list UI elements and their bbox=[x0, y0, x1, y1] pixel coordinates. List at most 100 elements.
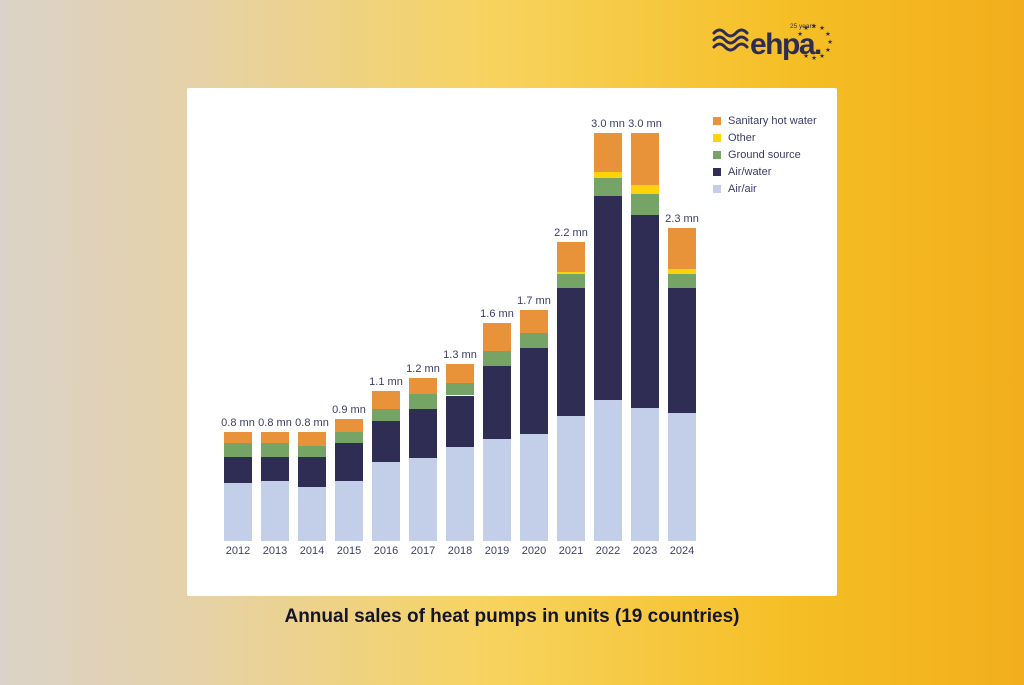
legend-item: Sanitary hot water bbox=[713, 115, 817, 127]
bar-segment-ground-source bbox=[520, 332, 548, 348]
bar-segment-air-air bbox=[668, 413, 696, 541]
x-axis-label: 2023 bbox=[632, 545, 658, 557]
legend-label: Air/air bbox=[728, 183, 757, 195]
bar-segment-air-water bbox=[594, 195, 622, 400]
svg-text:★: ★ bbox=[811, 22, 817, 30]
bar-segment-ground-source bbox=[483, 350, 511, 366]
x-axis-label: 2013 bbox=[262, 545, 288, 557]
bar-segment-ground-source bbox=[224, 443, 252, 457]
x-axis-label: 2022 bbox=[595, 545, 621, 557]
bar-segment-sanitary-hot-water bbox=[483, 323, 511, 351]
bar-segment-sanitary-hot-water bbox=[446, 364, 474, 384]
bar-segment-air-air bbox=[372, 462, 400, 541]
bar-segment-air-air bbox=[409, 458, 437, 541]
bar-segment-sanitary-hot-water bbox=[557, 241, 585, 272]
bar-segment-air-water bbox=[372, 421, 400, 463]
bar-segment-sanitary-hot-water bbox=[224, 432, 252, 444]
x-axis-label: 2024 bbox=[669, 545, 695, 557]
bar-segment-air-water bbox=[335, 443, 363, 482]
bar-segment-sanitary-hot-water bbox=[409, 377, 437, 395]
x-axis-label: 2018 bbox=[447, 545, 473, 557]
x-axis-label: 2015 bbox=[336, 545, 362, 557]
bar-segment-other bbox=[668, 269, 696, 275]
bar-segment-air-water bbox=[224, 456, 252, 483]
bar-segment-air-air bbox=[446, 447, 474, 541]
legend-swatch bbox=[713, 168, 721, 176]
bar-segment-air-water bbox=[261, 456, 289, 482]
bar-total-label: 3.0 mn bbox=[628, 118, 662, 130]
bar-segment-other bbox=[557, 271, 585, 275]
chart-panel: 0.8 mn 2012 0.8 mn 2013 0.8 mn 2014 0.9 mn 2015… bbox=[187, 88, 837, 596]
bar-segment-sanitary-hot-water bbox=[594, 133, 622, 173]
svg-text:★: ★ bbox=[811, 54, 817, 62]
bar-segment-ground-source bbox=[557, 274, 585, 289]
bar-segment-air-air bbox=[224, 482, 252, 541]
bar-total-label: 1.7 mn bbox=[517, 294, 551, 307]
bar-total-label: 3.0 mn bbox=[591, 118, 625, 130]
bar-segment-air-air bbox=[335, 481, 363, 541]
legend-label: Air/water bbox=[728, 166, 772, 178]
ehpa-logo: ehpa. 25 years ★★ ★ ★★★★★★★ bbox=[712, 22, 833, 62]
waves-icon bbox=[712, 28, 749, 52]
bar-total-label: 0.8 mn bbox=[295, 417, 329, 430]
bar-segment-sanitary-hot-water bbox=[298, 432, 326, 446]
bar-segment-air-water bbox=[520, 347, 548, 434]
bar-segment-air-water bbox=[483, 365, 511, 439]
bar-segment-air-air bbox=[631, 407, 659, 541]
bar-segment-ground-source bbox=[372, 409, 400, 422]
stacked-bar-chart: 0.8 mn 2012 0.8 mn 2013 0.8 mn 2014 0.9 mn 2015… bbox=[187, 88, 837, 596]
bar-segment-sanitary-hot-water bbox=[372, 391, 400, 410]
legend-swatch bbox=[713, 151, 721, 159]
bar-segment-ground-source bbox=[298, 445, 326, 457]
chart-caption: Annual sales of heat pumps in units (19 … bbox=[284, 606, 740, 627]
legend-label: Other bbox=[728, 132, 756, 144]
x-axis-label: 2016 bbox=[373, 545, 399, 557]
x-axis-label: 2021 bbox=[558, 545, 584, 557]
anniversary-label: 25 years bbox=[790, 23, 816, 30]
bar-segment-sanitary-hot-water bbox=[668, 228, 696, 269]
legend-item: Air/water bbox=[713, 166, 817, 178]
bar-segment-ground-source bbox=[261, 443, 289, 457]
bar-segment-sanitary-hot-water bbox=[520, 309, 548, 333]
legend-label: Sanitary hot water bbox=[728, 115, 817, 127]
bar-segment-air-water bbox=[446, 395, 474, 448]
legend-swatch bbox=[713, 117, 721, 125]
legend-swatch bbox=[713, 134, 721, 142]
bar-segment-ground-source bbox=[631, 194, 659, 215]
bar-segment-air-water bbox=[668, 288, 696, 414]
x-axis-label: 2017 bbox=[410, 545, 436, 557]
bar-segment-sanitary-hot-water bbox=[261, 432, 289, 444]
svg-text:★: ★ bbox=[819, 52, 825, 60]
bar-segment-ground-source bbox=[335, 432, 363, 444]
bar-segment-air-air bbox=[557, 415, 585, 541]
bar-segment-air-air bbox=[261, 481, 289, 541]
bar-total-label: 2.3 mn bbox=[665, 213, 699, 226]
bar-total-label: 0.8 mn bbox=[258, 417, 292, 430]
x-axis-label: 2014 bbox=[299, 545, 325, 557]
bar-segment-ground-source bbox=[409, 394, 437, 410]
x-axis-label: 2020 bbox=[521, 545, 547, 557]
x-axis-label: 2019 bbox=[484, 545, 510, 557]
legend-label: Ground source bbox=[728, 149, 801, 161]
svg-text:★: ★ bbox=[825, 46, 831, 54]
svg-text:★: ★ bbox=[797, 30, 803, 38]
ehpa-brand-text: ehpa. bbox=[750, 28, 821, 61]
bar-segment-air-air bbox=[520, 433, 548, 541]
svg-text:★: ★ bbox=[803, 24, 809, 32]
bar-total-label: 1.3 mn bbox=[443, 349, 477, 362]
bar-segment-air-water bbox=[631, 214, 659, 408]
bar-segment-air-air bbox=[594, 399, 622, 541]
bar-segment-air-water bbox=[409, 409, 437, 459]
bar-total-label: 1.1 mn bbox=[369, 376, 403, 389]
bar-segment-sanitary-hot-water bbox=[631, 133, 659, 185]
bar-total-label: 0.9 mn bbox=[332, 403, 366, 416]
bar-segment-air-air bbox=[298, 486, 326, 541]
bar-segment-other bbox=[631, 184, 659, 195]
bar-segment-ground-source bbox=[668, 274, 696, 289]
bar-segment-air-air bbox=[483, 439, 511, 541]
chart-legend: Sanitary hot water Other Ground source Air/… bbox=[713, 115, 817, 200]
bar-total-label: 1.6 mn bbox=[480, 308, 514, 321]
bar-total-label: 1.2 mn bbox=[406, 362, 440, 375]
legend-item: Ground source bbox=[713, 149, 817, 161]
